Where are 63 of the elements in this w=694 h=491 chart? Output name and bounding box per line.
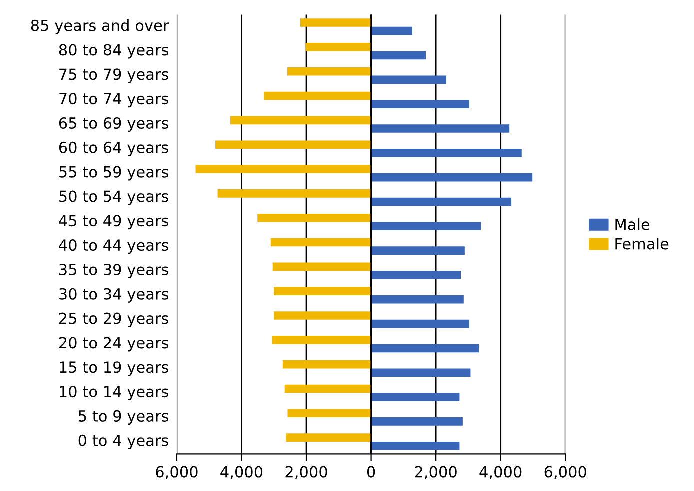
x-tick-label: 4,000: [480, 466, 522, 480]
y-tick-label: 5 to 9 years: [78, 410, 168, 425]
bar: [300, 18, 372, 27]
bar: [272, 262, 372, 272]
y-tick-label: 20 to 24 years: [59, 337, 168, 352]
bar: [371, 100, 470, 108]
bar: [282, 360, 372, 369]
bar: [284, 384, 372, 394]
y-tick-label: 70 to 74 years: [60, 93, 168, 108]
bar: [264, 92, 372, 100]
bar: [371, 418, 463, 426]
bar: [196, 165, 372, 174]
bar: [371, 442, 460, 450]
bar: [371, 173, 533, 182]
legend-label: Female: [616, 238, 669, 250]
legend-label: Male: [616, 218, 650, 230]
bar: [371, 26, 412, 36]
x-tick-label: 6,000: [156, 466, 198, 480]
bar: [272, 336, 372, 344]
bar: [371, 246, 465, 255]
x-tick-label: 6,000: [544, 466, 586, 480]
y-tick-label: 15 to 19 years: [60, 362, 168, 376]
bar: [306, 43, 372, 52]
y-tick-label: 65 to 69 years: [59, 117, 168, 132]
bar: [371, 320, 470, 328]
bar: [371, 76, 446, 84]
bar: [218, 190, 372, 198]
bar: [274, 312, 372, 320]
y-tick-label: 35 to 39 years: [60, 264, 168, 278]
y-tick-label: 45 to 49 years: [59, 215, 168, 230]
x-tick-label: 2,000: [415, 466, 457, 480]
bar: [288, 409, 372, 418]
bar: [230, 116, 372, 125]
bar: [371, 124, 510, 133]
bar: [286, 434, 372, 442]
bar: [371, 344, 480, 353]
bar: [371, 393, 460, 402]
y-tick-label: 75 to 79 years: [60, 68, 168, 84]
x-tick-label: 0: [367, 466, 376, 478]
y-tick-label: 30 to 34 years: [60, 288, 168, 303]
bar: [216, 140, 372, 150]
bar: [274, 287, 372, 296]
x-tick-label: 2,000: [286, 466, 328, 480]
y-tick-label: 50 to 54 years: [60, 190, 168, 206]
y-tick-label: 25 to 29 years: [59, 312, 168, 328]
bar: [371, 198, 512, 206]
bar: [371, 51, 426, 60]
bar: [270, 238, 372, 247]
y-tick-label: 0 to 4 years: [78, 434, 168, 450]
y-tick-label: 10 to 14 years: [60, 386, 168, 401]
bar: [287, 67, 372, 76]
x-tick-label: 4,000: [220, 466, 263, 480]
y-tick-label: 80 to 84 years: [59, 44, 168, 59]
bar: [371, 295, 464, 304]
y-tick-label: 85 years and over: [31, 20, 170, 34]
y-tick-label: 55 to 59 years: [60, 166, 168, 181]
bar: [258, 214, 372, 222]
bar: [371, 271, 461, 280]
bar: [371, 368, 471, 378]
bar: [371, 222, 482, 231]
y-tick-label: 60 to 64 years: [59, 142, 168, 156]
bar: [371, 149, 522, 158]
y-tick-label: 40 to 44 years: [59, 240, 168, 254]
